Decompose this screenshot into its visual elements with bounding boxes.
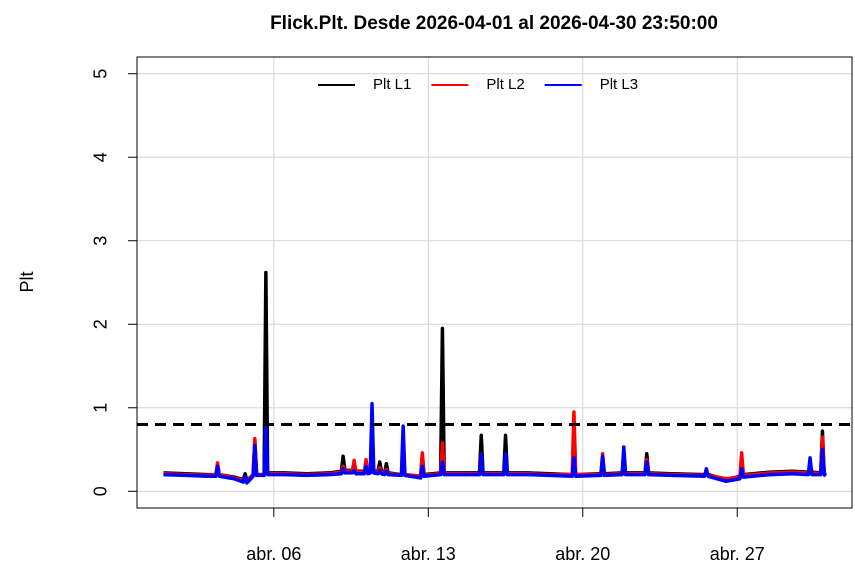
- x-tick-label: abr. 06: [246, 544, 301, 564]
- y-tick-label: 3: [91, 236, 111, 246]
- y-axis-label: Plt: [17, 271, 37, 292]
- legend: Plt L1 Plt L2 Plt L3: [318, 76, 638, 93]
- y-tick-label: 5: [91, 69, 111, 79]
- plot-frame: [136, 56, 853, 509]
- x-tick-label: abr. 27: [710, 544, 765, 564]
- x-tick-label: abr. 20: [555, 544, 610, 564]
- chart-title: Flick.Plt. Desde 2026-04-01 al 2026-04-3…: [270, 13, 718, 34]
- legend-label: Plt L2: [486, 76, 524, 93]
- x-tick-label: abr. 13: [401, 544, 456, 564]
- series-line: [163, 401, 827, 485]
- y-tick-label: 1: [91, 403, 111, 413]
- y-tick-label: 4: [91, 152, 111, 162]
- legend-label: Plt L1: [373, 76, 411, 93]
- y-tick-label: 2: [91, 319, 111, 329]
- series-line: [163, 270, 827, 483]
- legend-label: Plt L3: [600, 76, 638, 93]
- y-tick-label: 0: [91, 486, 111, 496]
